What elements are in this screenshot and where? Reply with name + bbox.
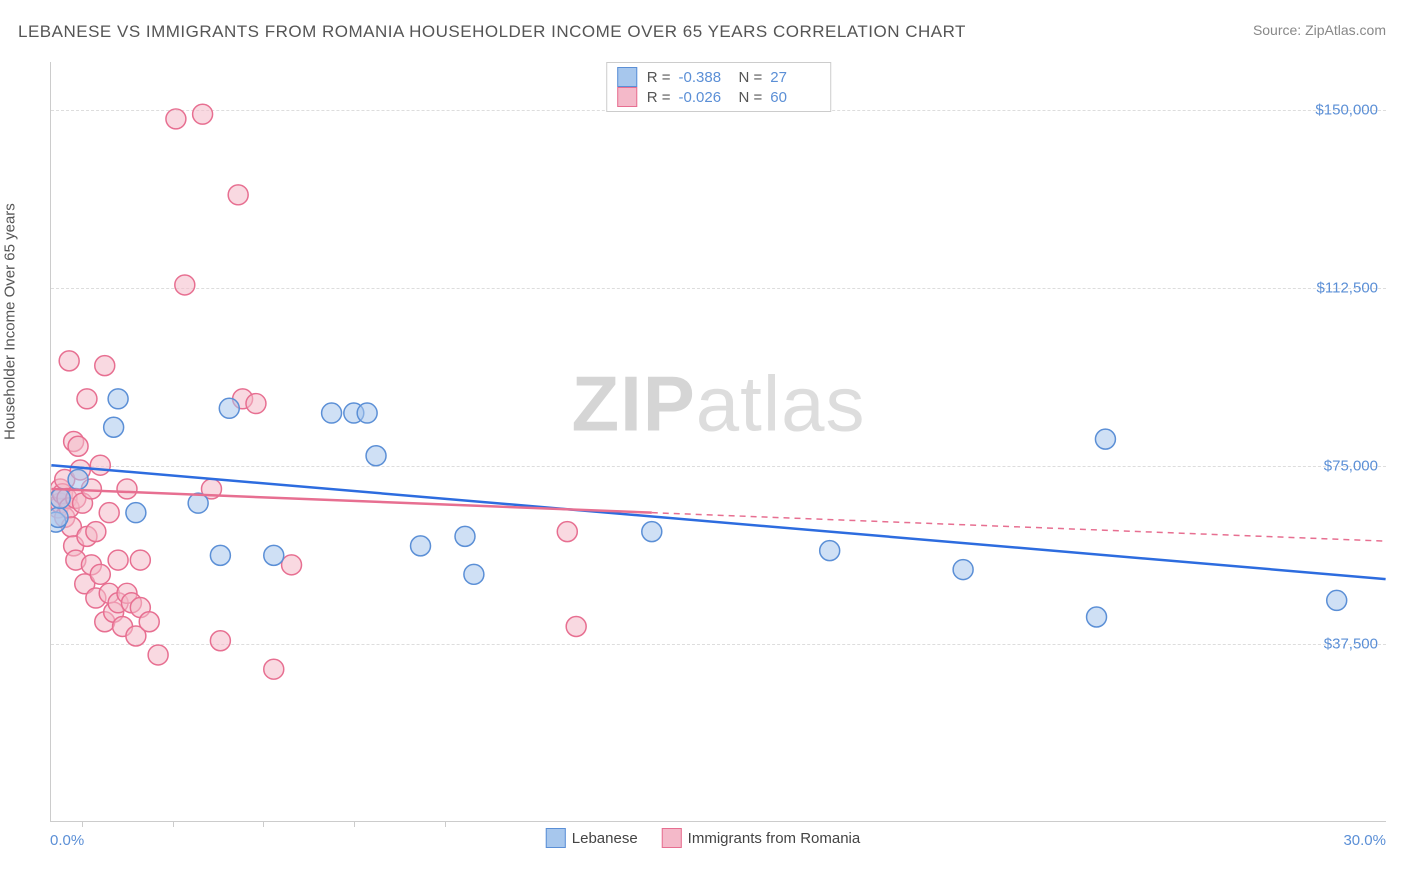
x-tick [445, 821, 446, 827]
data-point-romania [139, 612, 159, 632]
data-point-lebanese [1087, 607, 1107, 627]
data-point-lebanese [68, 469, 88, 489]
data-point-romania [228, 185, 248, 205]
data-point-romania [282, 555, 302, 575]
data-point-lebanese [219, 398, 239, 418]
x-tick [82, 821, 83, 827]
stats-row-romania: R = -0.026 N = 60 [617, 87, 821, 107]
data-point-lebanese [104, 417, 124, 437]
data-point-lebanese [1095, 429, 1115, 449]
data-point-lebanese [51, 488, 70, 508]
series-legend: Lebanese Immigrants from Romania [546, 828, 860, 848]
n-label: N = [739, 69, 763, 86]
data-point-lebanese [455, 526, 475, 546]
r-value-lebanese: -0.388 [679, 69, 729, 86]
data-point-romania [59, 351, 79, 371]
swatch-romania [662, 828, 682, 848]
data-point-romania [264, 659, 284, 679]
data-point-lebanese [642, 522, 662, 542]
r-label: R = [647, 89, 671, 106]
plot-svg [51, 62, 1386, 821]
stats-legend: R = -0.388 N = 27 R = -0.026 N = 60 [606, 62, 832, 112]
swatch-romania [617, 87, 637, 107]
data-point-lebanese [264, 545, 284, 565]
data-point-lebanese [210, 545, 230, 565]
data-point-romania [557, 522, 577, 542]
data-point-romania [86, 522, 106, 542]
legend-label-romania: Immigrants from Romania [688, 830, 861, 847]
n-value-lebanese: 27 [770, 69, 820, 86]
data-point-lebanese [820, 541, 840, 561]
r-label: R = [647, 69, 671, 86]
legend-label-lebanese: Lebanese [572, 830, 638, 847]
data-point-lebanese [357, 403, 377, 423]
data-point-romania [175, 275, 195, 295]
r-value-romania: -0.026 [679, 89, 729, 106]
x-tick [173, 821, 174, 827]
data-point-romania [90, 564, 110, 584]
data-point-romania [246, 394, 266, 414]
n-label: N = [739, 89, 763, 106]
x-tick [263, 821, 264, 827]
data-point-romania [148, 645, 168, 665]
data-point-lebanese [108, 389, 128, 409]
y-axis-title: Householder Income Over 65 years [2, 203, 19, 440]
x-axis-max-label: 30.0% [1343, 832, 1386, 849]
data-point-lebanese [1327, 590, 1347, 610]
data-point-romania [90, 455, 110, 475]
swatch-lebanese [617, 67, 637, 87]
plot-area: ZIPatlas R = -0.388 N = 27 R = -0.026 N … [50, 62, 1386, 822]
data-point-lebanese [126, 503, 146, 523]
legend-item-lebanese: Lebanese [546, 828, 638, 848]
data-point-lebanese [366, 446, 386, 466]
x-tick [354, 821, 355, 827]
trendline-lebanese [51, 465, 1385, 579]
data-point-romania [117, 479, 137, 499]
data-point-romania [99, 503, 119, 523]
data-point-romania [108, 550, 128, 570]
x-axis-min-label: 0.0% [50, 832, 84, 849]
data-point-romania [210, 631, 230, 651]
data-point-romania [130, 550, 150, 570]
source-attribution: Source: ZipAtlas.com [1253, 22, 1386, 38]
legend-item-romania: Immigrants from Romania [662, 828, 861, 848]
data-point-romania [566, 617, 586, 637]
data-point-romania [77, 389, 97, 409]
data-point-lebanese [51, 507, 68, 527]
swatch-lebanese [546, 828, 566, 848]
data-point-lebanese [464, 564, 484, 584]
data-point-romania [95, 356, 115, 376]
data-point-romania [166, 109, 186, 129]
data-point-lebanese [322, 403, 342, 423]
data-point-romania [193, 104, 213, 124]
chart-title: LEBANESE VS IMMIGRANTS FROM ROMANIA HOUS… [18, 22, 966, 42]
stats-row-lebanese: R = -0.388 N = 27 [617, 67, 821, 87]
data-point-lebanese [411, 536, 431, 556]
n-value-romania: 60 [770, 89, 820, 106]
data-point-lebanese [953, 560, 973, 580]
data-point-romania [68, 436, 88, 456]
